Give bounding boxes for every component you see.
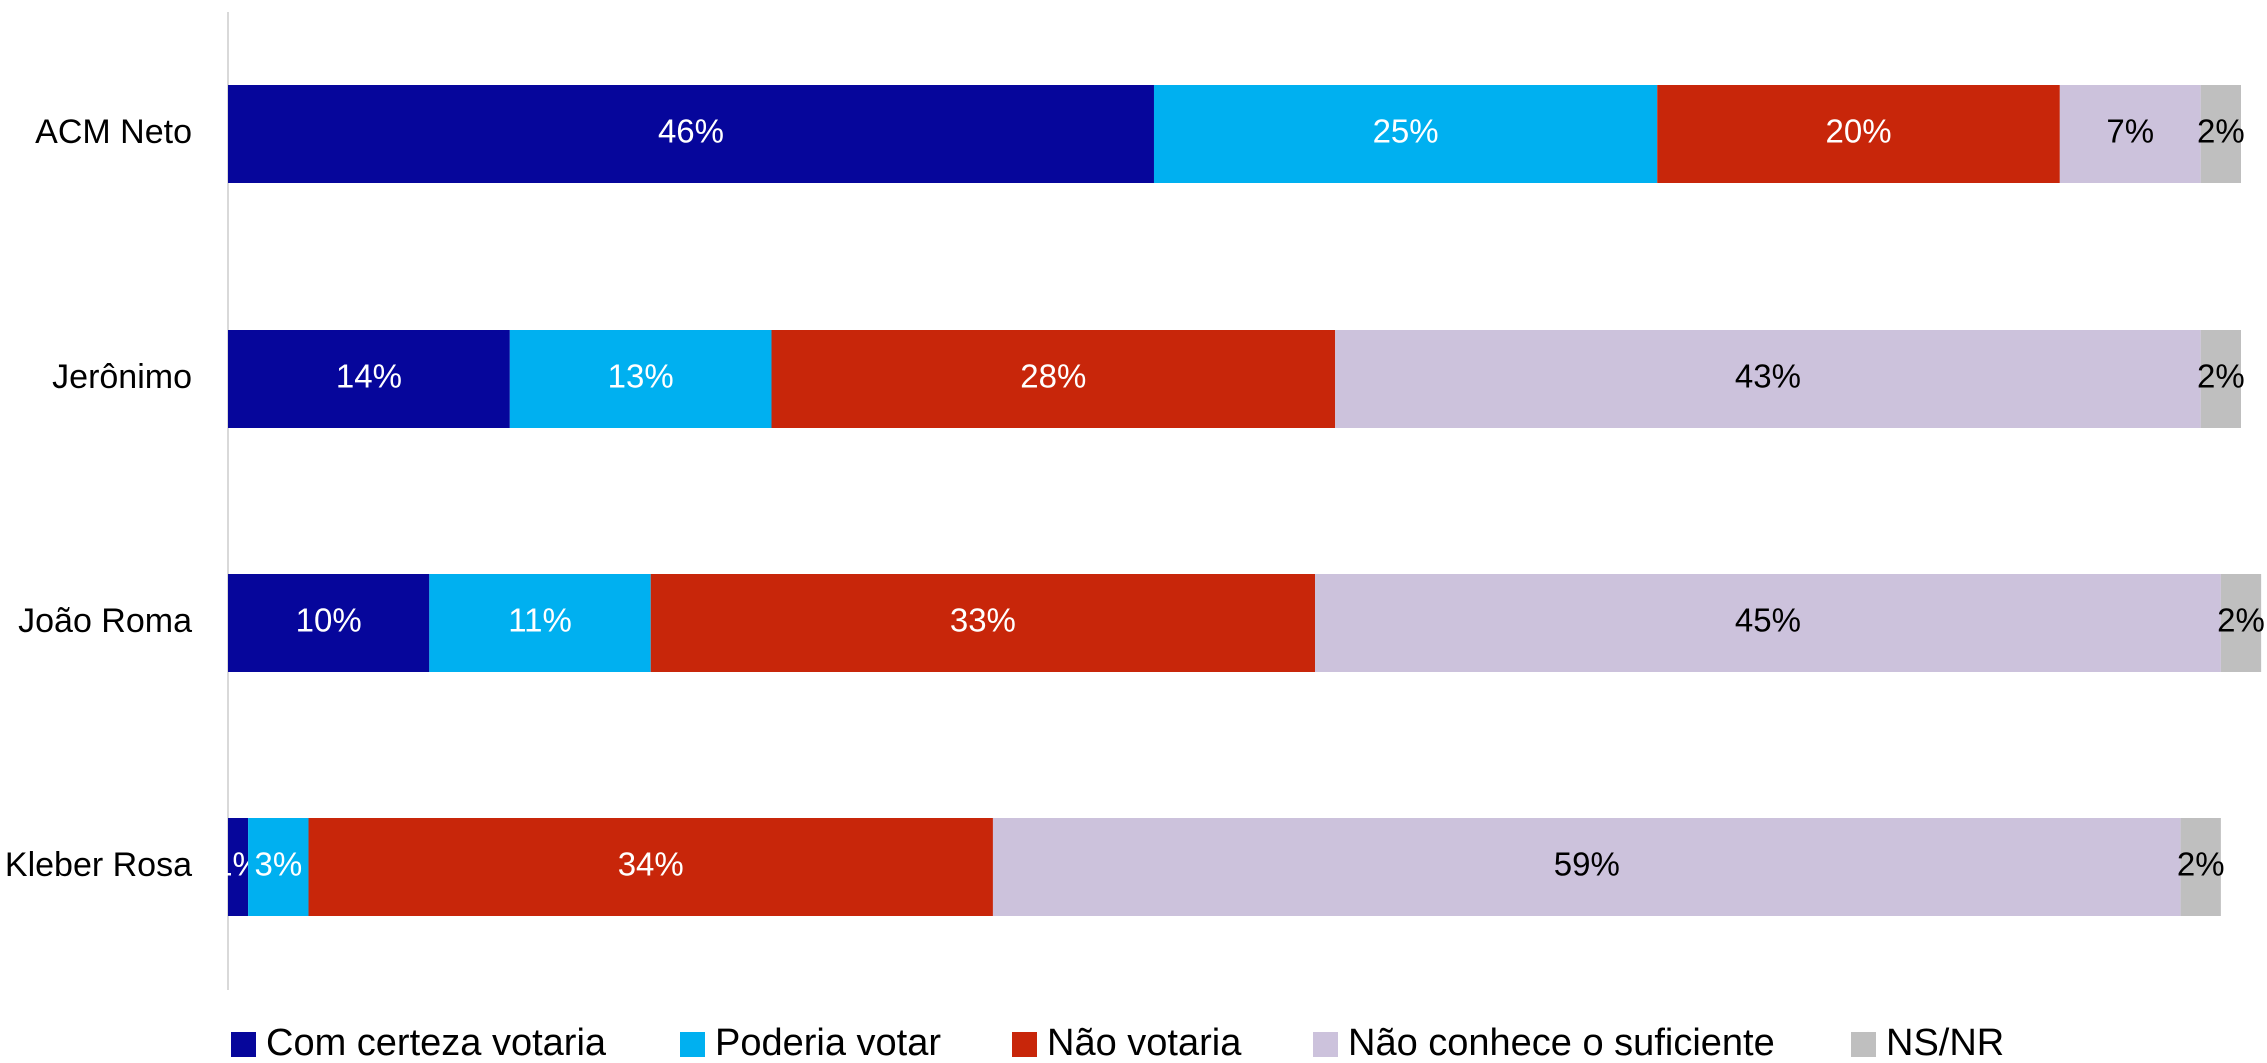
legend-swatch xyxy=(1012,1032,1037,1057)
data-label: 3% xyxy=(254,846,302,883)
data-label: 25% xyxy=(1373,113,1439,150)
bar-segment xyxy=(992,818,2181,916)
data-label: 34% xyxy=(618,846,684,883)
bar-segment xyxy=(228,330,510,428)
data-label: 10% xyxy=(296,602,362,639)
bar-segment xyxy=(1153,85,1658,183)
bar-segment xyxy=(228,85,1154,183)
bar-segment xyxy=(650,574,1316,672)
data-label: 33% xyxy=(950,602,1016,639)
data-label: 2% xyxy=(2197,113,2245,150)
bar-segment xyxy=(2220,574,2262,672)
bar-segment xyxy=(2059,85,2201,183)
legend-label: Não conhece o suficiente xyxy=(1348,1022,1775,1063)
bar-segment xyxy=(509,330,772,428)
legend-swatch xyxy=(1851,1032,1876,1057)
legend-label: NS/NR xyxy=(1886,1022,2004,1063)
bar-segment xyxy=(248,818,309,916)
legend-swatch xyxy=(1313,1032,1338,1057)
category-label: Jerônimo xyxy=(52,358,192,396)
category-label: Kleber Rosa xyxy=(5,846,192,884)
data-label: 2% xyxy=(2217,602,2265,639)
data-label: 7% xyxy=(2106,113,2154,150)
category-label: ACM Neto xyxy=(35,113,192,151)
bar-segment xyxy=(2180,818,2221,916)
legend-swatch xyxy=(231,1032,256,1057)
legend-label: Não votaria xyxy=(1047,1022,1242,1063)
data-label: 20% xyxy=(1825,113,1891,150)
bar-segment xyxy=(1315,574,2221,672)
legend-label: Poderia votar xyxy=(715,1022,941,1063)
data-label: 59% xyxy=(1554,846,1620,883)
data-label: 2% xyxy=(2177,846,2225,883)
legend-swatch xyxy=(680,1032,705,1057)
bar-segment xyxy=(1335,330,2201,428)
legend-label: Com certeza votaria xyxy=(266,1022,607,1063)
data-label: 14% xyxy=(336,358,402,395)
bar-segment xyxy=(308,818,993,916)
bar-segment xyxy=(2200,330,2241,428)
bar-segment xyxy=(1657,85,2060,183)
bar-segment xyxy=(228,818,249,916)
data-label: 43% xyxy=(1735,358,1801,395)
bar-segment xyxy=(2200,85,2241,183)
bar-segment xyxy=(771,330,1336,428)
category-label: João Roma xyxy=(18,602,192,640)
data-label: 46% xyxy=(658,113,724,150)
data-label: 13% xyxy=(608,358,674,395)
data-label: 28% xyxy=(1020,358,1086,395)
data-label: 11% xyxy=(508,602,572,639)
data-label: 2% xyxy=(2197,358,2245,395)
bar-segment xyxy=(228,574,430,672)
bar-segment xyxy=(429,574,651,672)
data-label: 45% xyxy=(1735,602,1801,639)
